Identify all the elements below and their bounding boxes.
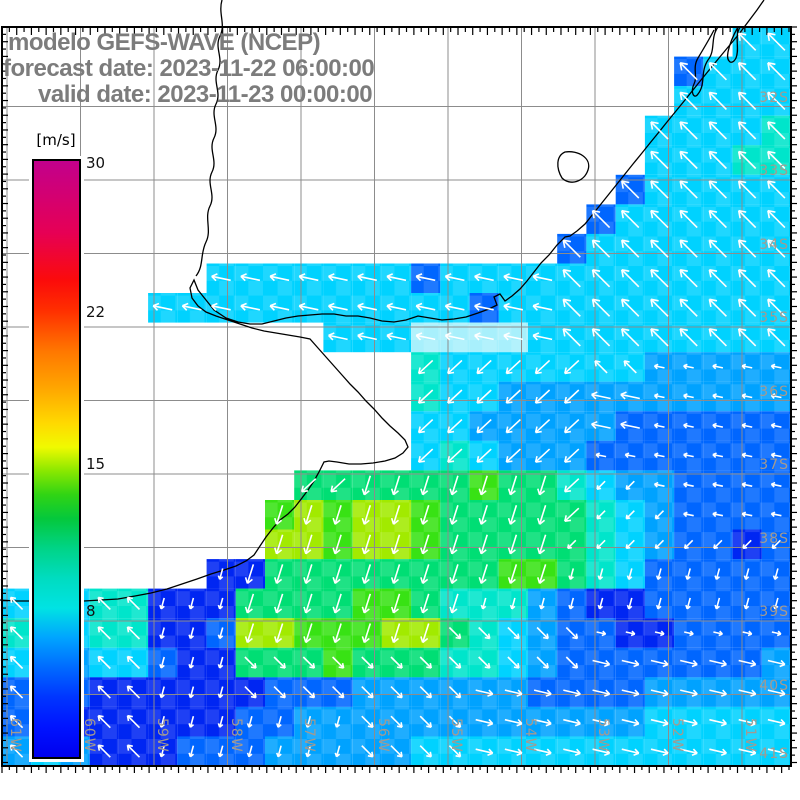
lat-label-38S: 38S xyxy=(759,530,789,547)
lon-label-51W: 51W xyxy=(742,718,758,753)
lon-label-61W: 61W xyxy=(7,718,23,753)
lon-label-52W: 52W xyxy=(668,718,685,753)
lat-label-33S: 33S xyxy=(759,163,789,179)
colorbar-unit-label: [m/s] xyxy=(36,131,76,149)
lon-label-54W: 54W xyxy=(521,718,538,753)
coastline xyxy=(0,0,765,603)
lon-label-58W: 58W xyxy=(227,718,244,753)
lat-label-40S: 40S xyxy=(759,677,789,694)
lat-label-32S: 32S xyxy=(759,89,789,106)
lat-label-36S: 36S xyxy=(759,383,789,400)
valid-date-label: valid date: 2023-11-23 00:00:00 xyxy=(38,81,373,108)
lat-label-37S: 37S xyxy=(759,457,789,473)
colorbar-tick-15: 15 xyxy=(86,455,106,473)
lat-label-34S: 34S xyxy=(759,236,789,253)
lon-label-53W: 53W xyxy=(595,718,611,753)
lon-label-55W: 55W xyxy=(448,718,464,753)
lon-label-56W: 56W xyxy=(374,718,391,753)
lat-label-39S: 39S xyxy=(759,604,789,620)
colorbar-tick-22: 22 xyxy=(86,303,106,321)
lon-label-57W: 57W xyxy=(301,718,317,753)
model-title: modelo GEFS-WAVE (NCEP) xyxy=(8,29,321,56)
lon-label-59W: 59W xyxy=(154,718,170,753)
colorbar-scale xyxy=(32,159,81,759)
lat-label-35S: 35S xyxy=(759,310,789,326)
lat-label-41S: 41S xyxy=(759,746,789,762)
lon-label-60W: 60W xyxy=(80,718,97,753)
map-frame-and-ticks xyxy=(1,26,797,773)
cell-texture-overlay xyxy=(2,27,791,766)
colorbar-tick-8: 8 xyxy=(86,602,96,620)
forecast-date-label: forecast date: 2023-11-22 06:00:00 xyxy=(3,55,375,82)
wave-direction-arrows xyxy=(9,32,786,758)
colorbar-tick-30: 30 xyxy=(86,154,106,172)
